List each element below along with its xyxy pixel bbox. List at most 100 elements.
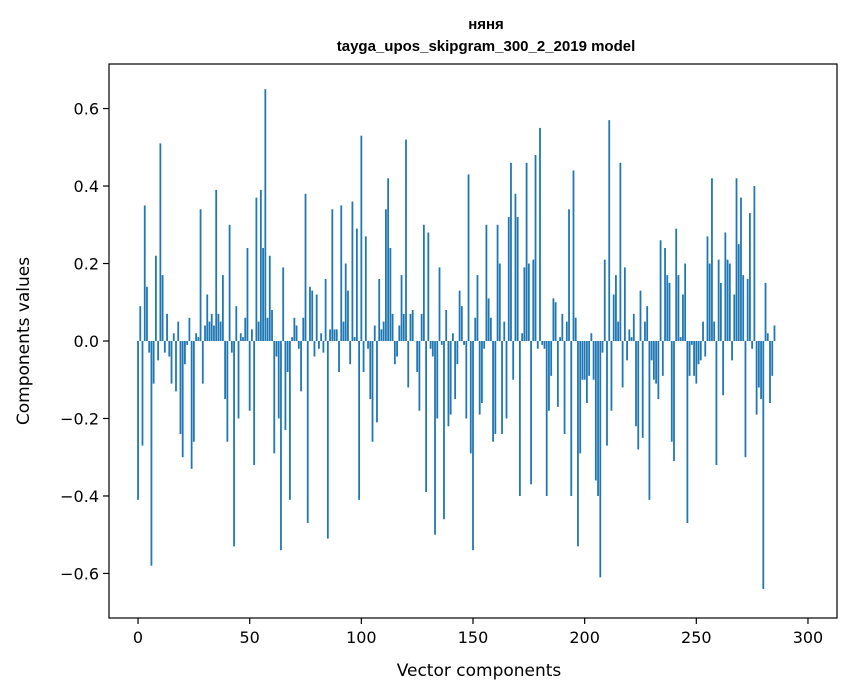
bar xyxy=(617,321,620,341)
bar xyxy=(554,302,557,341)
bars-group xyxy=(137,89,776,589)
x-tick-label: 150 xyxy=(458,628,489,647)
bar xyxy=(157,341,160,361)
x-tick-label: 300 xyxy=(793,628,824,647)
bar xyxy=(376,341,378,423)
bar xyxy=(673,341,675,462)
bar xyxy=(760,341,762,400)
bar xyxy=(385,209,387,341)
bar xyxy=(259,189,262,341)
bar xyxy=(467,174,470,341)
bar xyxy=(219,321,222,341)
bar xyxy=(597,341,599,496)
bar xyxy=(266,317,269,341)
bar xyxy=(543,341,546,349)
bar xyxy=(447,341,450,427)
bar xyxy=(315,294,318,341)
x-axis-label: Vector components xyxy=(397,661,562,681)
bar xyxy=(463,341,465,345)
bar xyxy=(766,333,769,341)
bar xyxy=(304,193,307,341)
chart-subtitle: tayga_upos_skipgram_300_2_2019 model xyxy=(337,38,636,55)
bar xyxy=(197,337,200,341)
bar xyxy=(355,228,358,341)
bar xyxy=(550,341,553,376)
bar xyxy=(610,341,613,411)
bar xyxy=(731,341,733,361)
bar xyxy=(695,341,698,384)
bar xyxy=(217,313,220,341)
bar xyxy=(679,337,682,341)
bar xyxy=(753,186,756,341)
bar xyxy=(635,341,637,427)
bar xyxy=(715,341,718,465)
bar xyxy=(704,341,707,357)
bar xyxy=(637,341,640,450)
bar xyxy=(431,341,434,357)
bar xyxy=(246,248,249,341)
bar xyxy=(690,341,693,345)
bar xyxy=(230,341,233,353)
bar xyxy=(226,341,229,442)
bar xyxy=(163,341,166,353)
bar xyxy=(170,341,173,384)
bar xyxy=(670,341,673,442)
bar xyxy=(650,341,653,361)
bar xyxy=(456,341,459,365)
bar xyxy=(313,341,316,357)
bar xyxy=(402,313,405,341)
bar xyxy=(443,341,445,520)
bar xyxy=(452,333,454,341)
bar xyxy=(367,341,369,349)
bar xyxy=(438,267,441,341)
bar xyxy=(418,341,421,411)
bar xyxy=(735,178,738,341)
bar xyxy=(498,263,501,341)
bar xyxy=(615,275,617,341)
bar xyxy=(293,317,296,341)
bar xyxy=(389,248,392,341)
bar xyxy=(340,205,343,341)
bar xyxy=(588,341,591,376)
bar xyxy=(286,341,289,372)
plot-frame xyxy=(108,63,838,619)
bar xyxy=(472,341,474,551)
bar xyxy=(257,321,260,341)
bar xyxy=(657,341,660,400)
bar xyxy=(574,317,577,341)
bar xyxy=(536,341,539,349)
bar xyxy=(291,337,294,341)
bar xyxy=(563,341,566,434)
bar xyxy=(192,341,195,442)
bar xyxy=(284,341,287,431)
bar xyxy=(655,341,658,384)
bar xyxy=(706,236,709,341)
bar xyxy=(237,341,240,419)
bar xyxy=(659,240,662,341)
bar xyxy=(255,197,258,341)
bar xyxy=(409,313,412,341)
bar xyxy=(510,162,512,341)
bar xyxy=(746,279,749,341)
bar xyxy=(570,341,573,496)
bar xyxy=(646,306,649,341)
bar xyxy=(717,259,720,341)
y-axis-label: Components values xyxy=(14,257,34,425)
bar xyxy=(525,162,528,341)
bar xyxy=(623,267,626,341)
bar xyxy=(684,263,687,341)
bar xyxy=(429,341,432,349)
bar xyxy=(454,341,457,400)
bar xyxy=(280,341,282,551)
bar xyxy=(664,248,666,341)
bar xyxy=(608,120,611,341)
y-tick-label: 0.6 xyxy=(74,100,99,119)
bar xyxy=(702,321,704,341)
bar xyxy=(251,329,253,341)
bar xyxy=(693,341,695,376)
bar xyxy=(137,341,139,500)
bar xyxy=(233,341,235,547)
bar xyxy=(378,279,381,341)
bar xyxy=(338,341,340,372)
y-tick-label: 0.4 xyxy=(74,177,99,196)
